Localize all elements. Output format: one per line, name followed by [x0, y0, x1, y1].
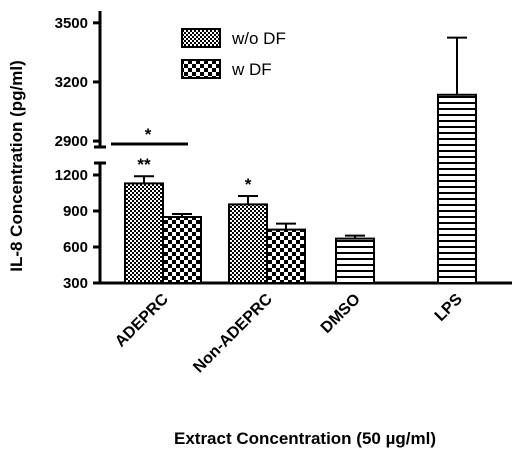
- y-tick-label: 3500: [55, 15, 88, 32]
- y-tick-label: 1200: [55, 167, 88, 184]
- significance-marker: *: [245, 175, 252, 194]
- legend-swatch: [181, 59, 221, 79]
- bar: [437, 93, 477, 284]
- y-tick-label: 2900: [55, 133, 88, 150]
- x-tick-label: Non-ADEPRC: [190, 290, 276, 376]
- significance-marker: *: [145, 125, 152, 144]
- bar: [162, 216, 202, 284]
- x-tick-label: DMSO: [318, 291, 364, 337]
- significance-marker: **: [137, 155, 151, 174]
- bar: [335, 237, 375, 285]
- y-tick-label: 3200: [55, 74, 88, 91]
- x-tick-label: ADEPRC: [112, 290, 172, 350]
- bars: ****: [111, 36, 477, 285]
- y-tick-label: 900: [63, 203, 88, 220]
- x-axis-title: Extract Concentration (50 µg/ml): [174, 429, 436, 448]
- legend: w/o DF w DF: [181, 28, 286, 79]
- bar: [266, 228, 306, 285]
- legend-swatch: [181, 28, 221, 48]
- x-tick-label: LPS: [432, 291, 466, 325]
- bar: [124, 182, 164, 284]
- y-tick-label: 300: [63, 275, 88, 292]
- legend-label: w DF: [231, 60, 272, 79]
- y-tick-label: 600: [63, 239, 88, 256]
- y-axis-title: IL-8 Concentration (pg/ml): [7, 60, 26, 272]
- bar: [228, 203, 268, 284]
- legend-label: w/o DF: [231, 29, 286, 48]
